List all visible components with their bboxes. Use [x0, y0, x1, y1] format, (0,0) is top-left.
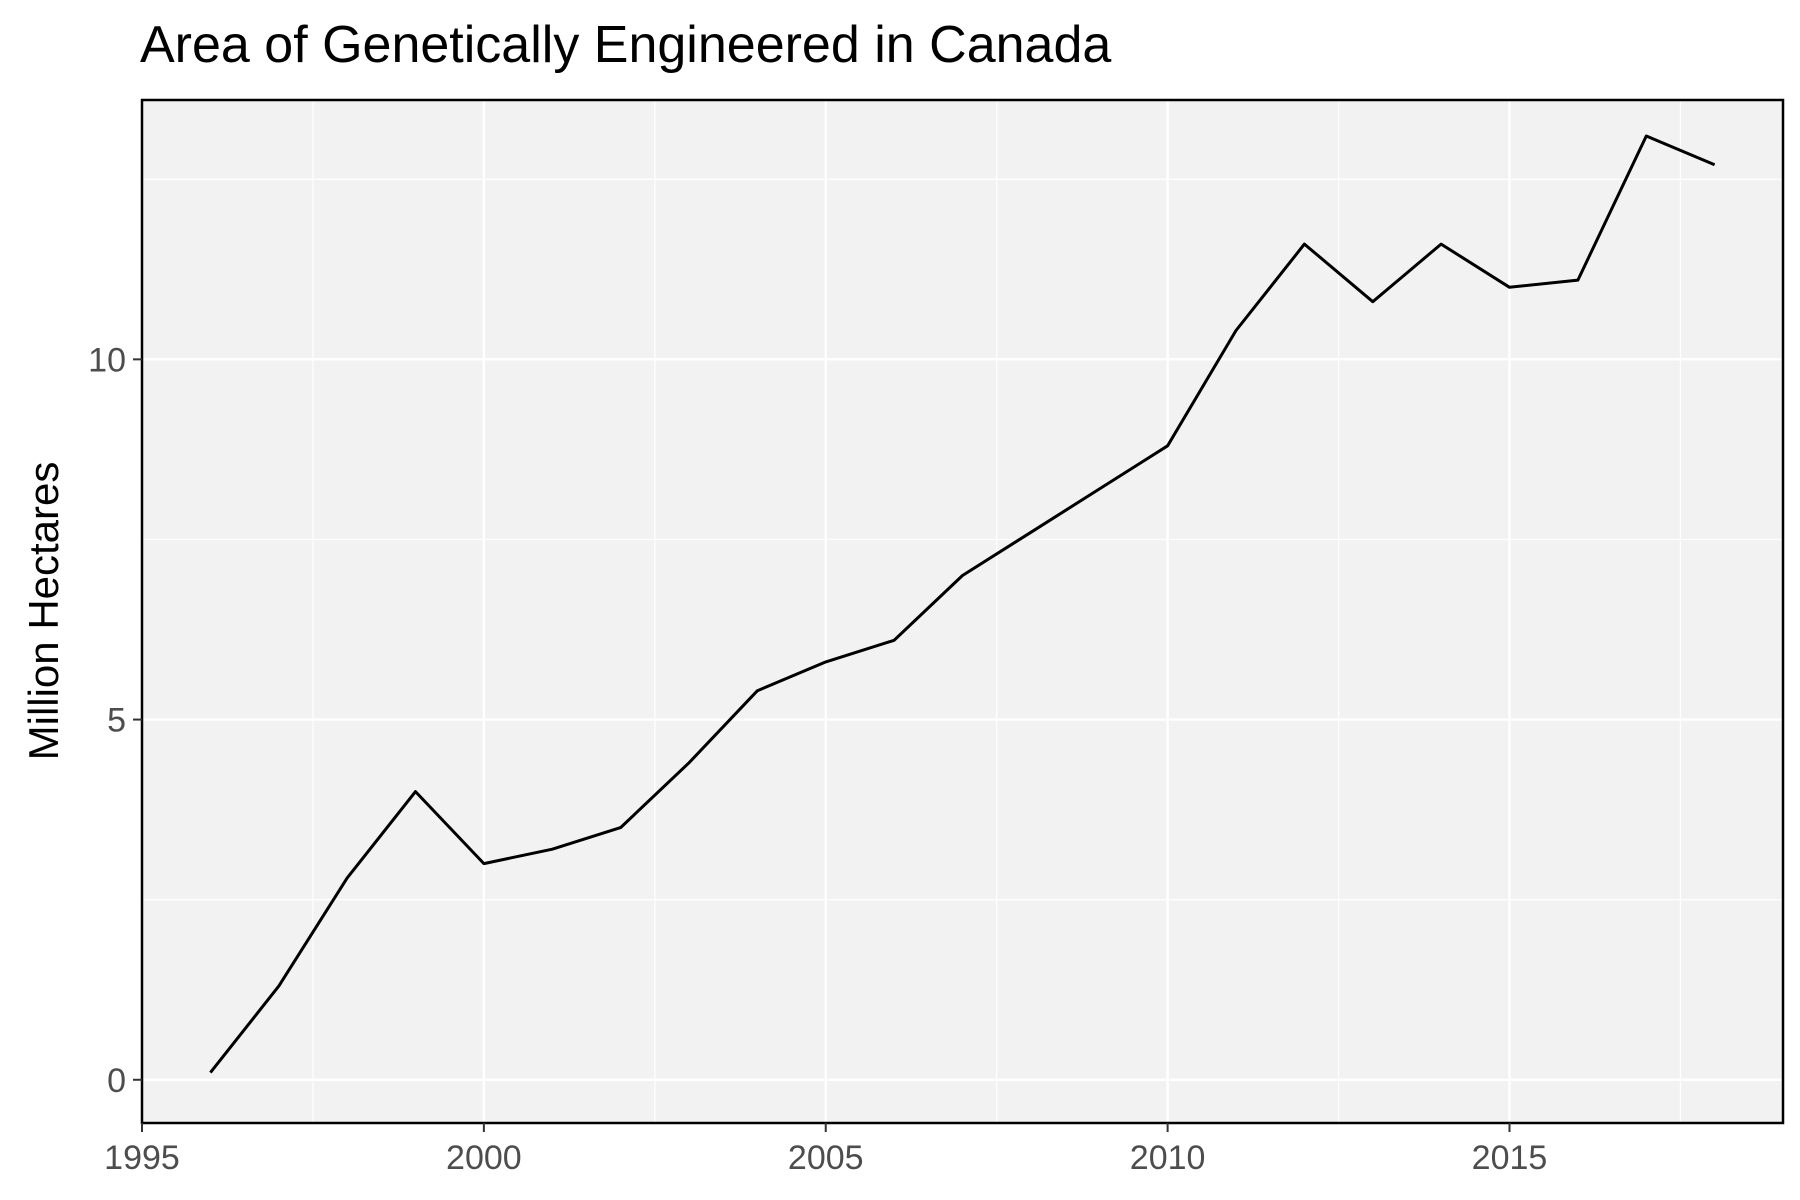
minor-gridlines	[142, 100, 1783, 1123]
major-gridlines	[142, 100, 1783, 1123]
y-axis: 0 5 10	[88, 341, 142, 1100]
y-tick-label: 5	[107, 702, 126, 740]
x-tick-label: 2005	[788, 1139, 864, 1177]
x-tick-label: 2015	[1472, 1139, 1548, 1177]
y-axis-title: Million Hectares	[20, 462, 67, 761]
plot-border	[140, 98, 1785, 1125]
x-tick-label: 2000	[446, 1139, 522, 1177]
series-line	[209, 134, 1716, 1074]
x-tick-label: 1995	[104, 1139, 180, 1177]
plot-panel	[142, 100, 1783, 1123]
x-tick-label: 2010	[1130, 1139, 1206, 1177]
x-axis: 1995 2000 2005 2010 2015	[104, 1123, 1547, 1177]
chart-title: Area of Genetically Engineered in Canada	[140, 16, 1111, 74]
y-tick-label: 10	[88, 341, 126, 379]
y-tick-label: 0	[107, 1062, 126, 1100]
